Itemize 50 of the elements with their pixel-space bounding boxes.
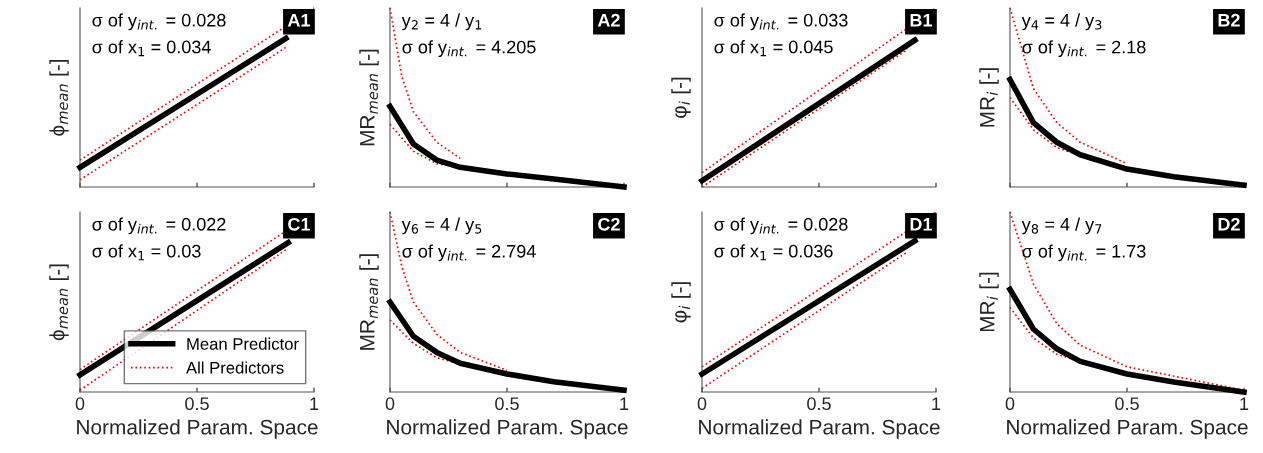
annotation: σ of y$_{int.}$ = 1.73: [1022, 244, 1146, 262]
annotation: σ of y$_{int.}$ = 0.028: [714, 217, 848, 235]
chart-title: D1: [910, 218, 932, 231]
x-axis-title: Normalized Param. Space: [77, 419, 318, 439]
annotation: y$_{4}$ = 4 / y$_{3}$: [1021, 13, 1102, 31]
legend-label: Mean Predictor: [187, 337, 299, 350]
x-axis-title: Normalized Param. Space: [387, 419, 628, 439]
chart-title: A1: [287, 14, 310, 27]
x-tick-label: 0.5: [807, 397, 831, 411]
annotation: σ of x$_{1}$ = 0.036: [714, 244, 833, 261]
annotation: σ of y$_{int.}$ = 0.033: [714, 13, 848, 31]
y-axis-title: φ$_{i}$ [-]: [671, 282, 691, 323]
y-axis-title: MR$_{mean}$ [-]: [359, 49, 379, 146]
y-axis-title: φ$_{i}$ [-]: [671, 77, 691, 118]
chart-title: B2: [1218, 13, 1240, 27]
chart-title: D2: [1218, 217, 1240, 231]
annotation: σ of y$_{int.}$ = 2.794: [402, 244, 536, 262]
chart-title: C2: [598, 217, 620, 231]
annotation: y$_{6}$ = 4 / y$_{5}$: [401, 217, 482, 235]
y-axis-title: ϕ$_{mean}$ [-]: [49, 59, 69, 136]
annotation: σ of y$_{int.}$ = 4.205: [402, 40, 536, 58]
annotation: σ of x$_{1}$ = 0.045: [714, 40, 833, 57]
x-tick-label: 0.5: [495, 397, 519, 411]
chart-title: C1: [288, 217, 310, 231]
y-axis-title: MR$_{mean}$ [-]: [359, 254, 379, 350]
x-tick-label: 0: [697, 397, 707, 411]
annotation: σ of y$_{int.}$ = 2.18: [1022, 40, 1146, 58]
chart-title: A2: [597, 13, 620, 27]
annotation: y$_{2}$ = 4 / y$_{1}$: [401, 13, 482, 31]
x-tick-label: 0.5: [185, 397, 209, 411]
x-axis-title: Normalized Param. Space: [1007, 419, 1248, 439]
x-axis-title: Normalized Param. Space: [699, 419, 940, 439]
chart-title: B1: [910, 14, 932, 27]
y-axis-title: MR$_{i}$ [-]: [979, 272, 999, 332]
annotation: y$_{8}$ = 4 / y$_{7}$: [1021, 217, 1102, 235]
x-tick-label: 0: [1005, 397, 1015, 411]
x-tick-label: 1: [310, 397, 319, 410]
annotation: σ of y$_{int.}$ = 0.028: [92, 13, 226, 31]
y-axis-title: MR$_{i}$ [-]: [979, 68, 999, 127]
x-tick-label: 0.5: [1115, 397, 1139, 411]
x-tick-label: 1: [1240, 397, 1249, 410]
x-tick-label: 1: [932, 397, 941, 410]
y-axis-title: ϕ$_{mean}$ [-]: [49, 264, 69, 341]
x-tick-label: 0: [75, 397, 85, 411]
x-tick-label: 0: [385, 397, 395, 411]
legend-label: All Predictors: [186, 361, 284, 374]
annotation: σ of y$_{int.}$ = 0.022: [92, 217, 226, 235]
annotation: σ of x$_{1}$ = 0.03: [92, 244, 201, 261]
annotation: σ of x$_{1}$ = 0.034: [92, 40, 211, 57]
x-tick-label: 1: [620, 397, 629, 410]
